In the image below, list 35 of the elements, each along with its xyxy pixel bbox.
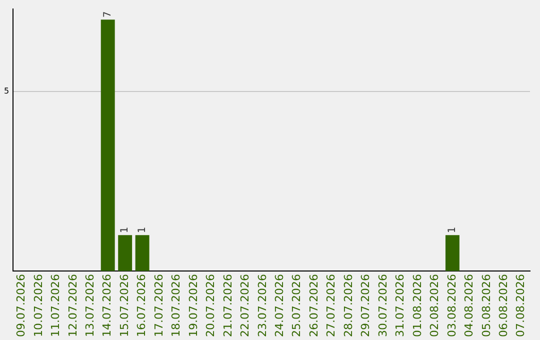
x-tick-label: 25.07.2026 [290, 274, 304, 338]
x-tick-label: 30.07.2026 [376, 274, 390, 338]
x-tick-label: 24.07.2026 [273, 274, 286, 338]
x-tick-label: 19.07.2026 [186, 274, 200, 338]
x-tick-label: 21.07.2026 [221, 274, 234, 338]
data-label: 1 [120, 226, 131, 234]
x-tick-label: 07.08.2026 [514, 274, 528, 338]
x-tick-label: 13.07.2026 [83, 274, 96, 338]
x-tick-label: 03.08.2026 [445, 274, 458, 338]
x-tick-label: 05.08.2026 [480, 274, 493, 338]
x-tick-label: 09.07.2026 [14, 274, 28, 338]
x-tick-label: 11.07.2026 [49, 274, 62, 338]
x-tick-label: 16.07.2026 [135, 274, 148, 338]
data-label: 7 [102, 11, 114, 18]
x-tick-label: 29.07.2026 [359, 274, 372, 338]
x-tick-label: 17.07.2026 [152, 274, 166, 338]
x-tick-label: 28.07.2026 [342, 274, 355, 338]
x-tick-label: 10.07.2026 [32, 274, 45, 338]
x-tick-label: 14.07.2026 [100, 274, 114, 338]
x-tick-label: 31.07.2026 [394, 274, 407, 338]
x-tick-label: 01.08.2026 [410, 274, 424, 338]
x-tick-label: 15.07.2026 [118, 274, 131, 338]
x-tick-label: 27.07.2026 [324, 274, 338, 338]
y-tick-label: 5 [4, 86, 10, 96]
x-tick-label: 02.08.2026 [428, 274, 442, 338]
x-tick-label: 23.07.2026 [256, 274, 269, 338]
x-tick-label: 06.08.2026 [497, 274, 510, 338]
x-tick-label: 18.07.2026 [170, 274, 183, 338]
x-tick-label: 22.07.2026 [238, 274, 252, 338]
data-label: 1 [447, 226, 458, 234]
x-tick-label: 04.08.2026 [462, 274, 476, 338]
x-tick-label: 12.07.2026 [66, 274, 80, 338]
x-tick-label: 26.07.2026 [307, 274, 320, 338]
data-label: 1 [136, 226, 148, 234]
x-tick-label: 20.07.2026 [204, 274, 218, 338]
